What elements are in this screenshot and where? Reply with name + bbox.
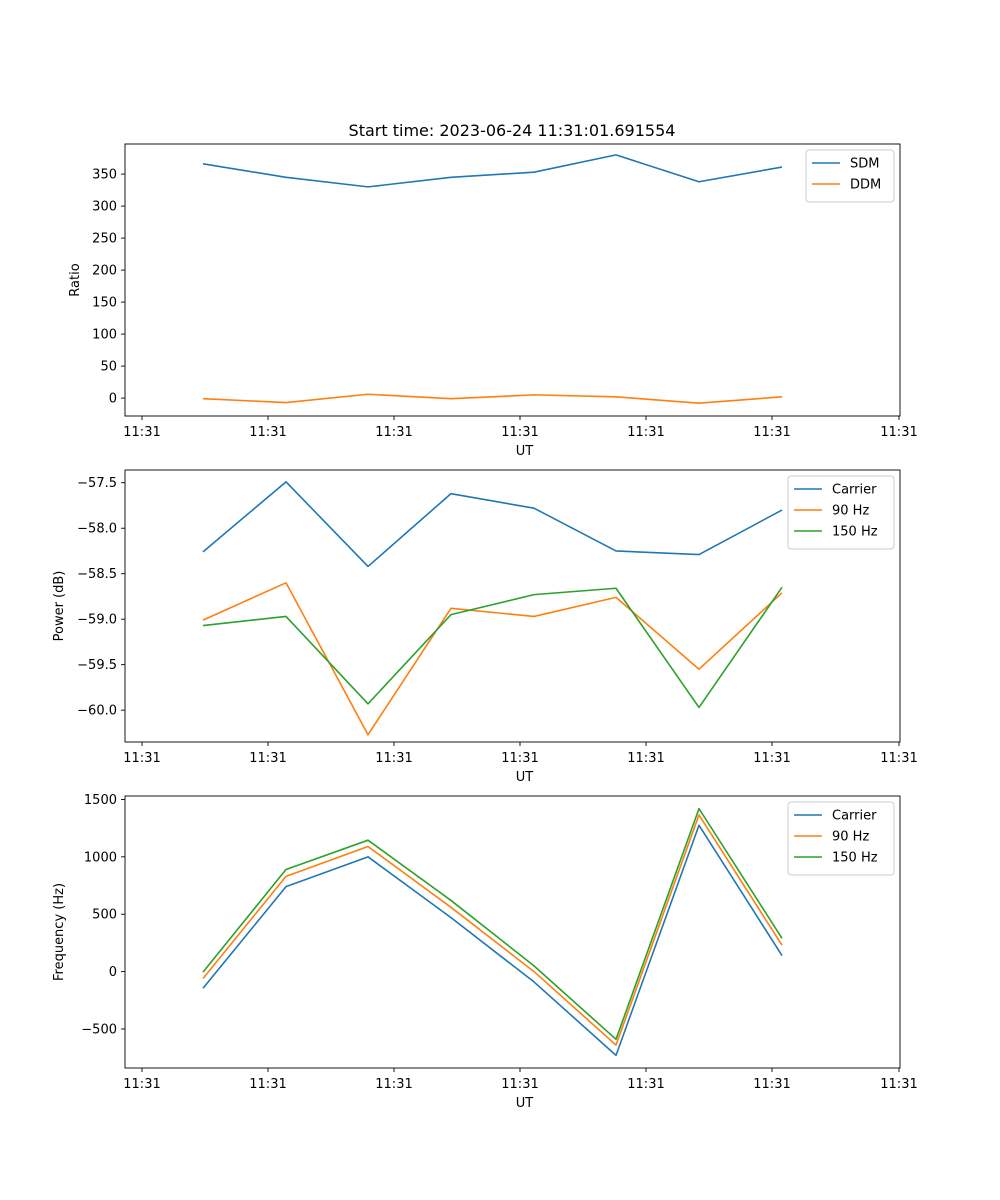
legend-label: 150 Hz: [832, 525, 878, 540]
y-tick-label: −57.5: [77, 476, 117, 491]
y-tick-label: 500: [92, 908, 117, 923]
series-line-90-hz: [202, 814, 783, 1046]
x-tick-label: 11:31: [753, 1077, 790, 1092]
x-tick-label: 11:31: [753, 751, 790, 766]
y-tick-label: −58.0: [77, 522, 117, 537]
y-tick-label: −500: [81, 1022, 117, 1037]
subplots: 0 50 100 150 200 250 300 350 11:31 11:31 11:31 11:3…: [52, 143, 918, 1111]
legend-label: DDM: [850, 178, 881, 193]
x-tick-label: 11:31: [627, 425, 664, 440]
x-tick-label: 11:31: [627, 751, 664, 766]
subplot-3: −500 0 500 1000 1500 11:31 11:31 11:31 11:31 11:3…: [52, 793, 918, 1111]
y-tick-label: 100: [92, 328, 117, 343]
x-tick-label: 11:31: [501, 751, 538, 766]
legend-label: 90 Hz: [832, 830, 869, 845]
axes-frame: [124, 795, 901, 1069]
subplot-2: −60.0 −59.5 −59.0 −58.5 −58.0 −57.5 11:31 11:31…: [52, 469, 918, 785]
x-tick-label: 11:31: [880, 1077, 917, 1092]
y-tick-label: 0: [109, 392, 117, 407]
y-tick-label: 50: [100, 360, 117, 375]
legend-label: Carrier: [832, 483, 877, 498]
series-line-carrier: [202, 481, 783, 568]
series-line-carrier: [202, 824, 783, 1057]
subplot-1: 0 50 100 150 200 250 300 350 11:31 11:31 11:31 11:3…: [68, 143, 918, 459]
series-line-ddm: [202, 393, 783, 405]
y-tick-label: 1500: [84, 793, 117, 808]
x-tick-label: 11:31: [249, 1077, 286, 1092]
y-tick-label: −58.5: [77, 567, 117, 582]
legend-label: 150 Hz: [832, 851, 878, 866]
x-tick-label: 11:31: [375, 751, 412, 766]
x-axis-label: UT: [516, 770, 534, 785]
x-tick-label: 11:31: [753, 425, 790, 440]
y-tick-label: −59.0: [77, 613, 117, 628]
y-tick-label: 250: [92, 232, 117, 247]
legend: SDM DDM: [805, 149, 895, 203]
y-tick-label: 150: [92, 296, 117, 311]
y-tick-label: 200: [92, 264, 117, 279]
legend-label: 90 Hz: [832, 504, 869, 519]
axes-frame: [124, 469, 901, 743]
legend: Carrier 90 Hz 150 Hz: [787, 475, 895, 550]
axes-frame: [124, 143, 901, 417]
series-line-150-hz: [202, 586, 783, 709]
x-tick-label: 11:31: [627, 1077, 664, 1092]
x-tick-label: 11:31: [249, 751, 286, 766]
series-line-150-hz: [202, 807, 783, 1041]
y-axis-label: Ratio: [68, 263, 83, 296]
y-tick-label: −59.5: [77, 658, 117, 673]
y-tick-label: 300: [92, 200, 117, 215]
x-tick-label: 11:31: [375, 425, 412, 440]
x-tick-label: 11:31: [501, 1077, 538, 1092]
x-axis-label: UT: [516, 444, 534, 459]
legend: Carrier 90 Hz 150 Hz: [787, 801, 895, 876]
x-tick-label: 11:31: [123, 425, 160, 440]
y-axis-label: Frequency (Hz): [52, 883, 67, 981]
x-axis-label: UT: [516, 1096, 534, 1111]
y-tick-label: −60.0: [77, 704, 117, 719]
x-tick-label: 11:31: [880, 751, 917, 766]
x-tick-label: 11:31: [501, 425, 538, 440]
legend-label: SDM: [850, 157, 879, 172]
y-tick-label: 350: [92, 168, 117, 183]
x-tick-label: 11:31: [123, 751, 160, 766]
y-tick-label: 1000: [84, 850, 117, 865]
series-line-90-hz: [202, 582, 783, 736]
series-line-sdm: [202, 154, 783, 188]
y-axis-label: Power (dB): [52, 571, 67, 642]
figure-title: Start time: 2023-06-24 11:31:01.691554: [349, 121, 676, 140]
y-tick-label: 0: [109, 965, 117, 980]
x-tick-label: 11:31: [123, 1077, 160, 1092]
x-tick-label: 11:31: [249, 425, 286, 440]
legend-label: Carrier: [832, 809, 877, 824]
x-tick-label: 11:31: [880, 425, 917, 440]
x-tick-label: 11:31: [375, 1077, 412, 1092]
